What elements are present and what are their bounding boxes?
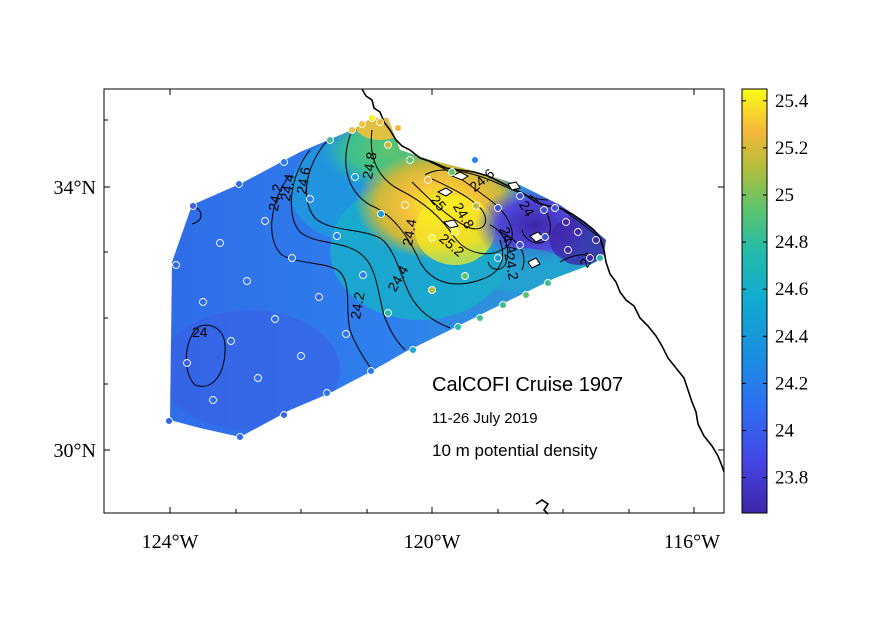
contour-label: 24.6 (293, 165, 314, 195)
station-marker (461, 272, 469, 280)
station-marker (544, 279, 552, 287)
coastline (361, 88, 725, 515)
station-marker (428, 234, 436, 242)
station-marker (551, 204, 559, 212)
station-marker (522, 291, 530, 299)
contour-label: 24.2 (265, 182, 286, 212)
lon-tick-label: 120°W (404, 531, 461, 553)
station-marker (494, 204, 502, 212)
station-marker (280, 158, 288, 166)
station-marker (326, 136, 334, 144)
station-marker (261, 217, 269, 225)
station-marker (596, 254, 604, 262)
station-marker (209, 396, 217, 404)
lat-tick-label: 34°N (54, 177, 96, 199)
station-marker (358, 120, 366, 128)
station-marker (516, 241, 524, 249)
station-marker (183, 359, 191, 367)
colorbar-tick-label: 25 (775, 185, 794, 206)
station-marker (172, 261, 180, 269)
station-marker (541, 233, 549, 241)
date-range: 11-26 July 2019 (432, 410, 538, 427)
station-marker (574, 228, 582, 236)
station-marker (586, 254, 594, 262)
station-marker (428, 286, 436, 294)
station-marker (454, 323, 462, 331)
station-marker (384, 309, 392, 317)
station-marker (406, 156, 414, 164)
station-marker (348, 126, 356, 134)
station-marker (323, 389, 331, 397)
station-marker (499, 301, 507, 309)
station-marker (351, 173, 359, 181)
station-marker (540, 206, 548, 214)
station-marker (516, 192, 524, 200)
colorbar-tick-label: 24.2 (775, 373, 808, 394)
colorbar-tick-label: 25.4 (775, 91, 809, 112)
map-title: CalCOFI Cruise 1907 (432, 374, 623, 396)
contour-label: 24 (516, 198, 538, 220)
contour-label: 24 (192, 324, 208, 340)
colorbar-tick-label: 24.6 (775, 279, 808, 300)
station-marker (409, 346, 417, 354)
contour-labels: 24 24.2 24.4 24.6 24.8 25 25.2 24.2 24.4… (192, 150, 598, 340)
station-marker (476, 314, 484, 322)
station-marker (333, 232, 341, 240)
station-marker (315, 293, 323, 301)
station-marker (384, 141, 392, 149)
colorbar-tick-label: 24 (775, 421, 795, 442)
station-marker (235, 180, 243, 188)
station-marker (280, 411, 288, 419)
station-marker (376, 118, 384, 126)
colorbar (741, 88, 768, 514)
station-marker (254, 374, 262, 382)
station-marker (564, 246, 572, 254)
lon-tick-label: 124°W (142, 531, 199, 553)
station-marker (562, 218, 570, 226)
station-marker (401, 201, 409, 209)
colorbar-tick-label: 24.4 (775, 326, 809, 347)
station-marker (367, 367, 375, 375)
station-marker (472, 202, 480, 210)
station-marker (236, 433, 244, 441)
station-marker (271, 315, 279, 323)
contour-label: 24.2 (347, 290, 368, 320)
colorbar-ticks: 25.4 25.2 25 24.8 24.6 24.4 24.2 24 23.8 (742, 91, 809, 489)
station-marker (471, 156, 479, 164)
station-marker (297, 352, 305, 360)
colorbar-tick-label: 25.2 (775, 138, 808, 159)
station-marker (306, 195, 314, 203)
station-markers (165, 114, 604, 441)
contour-label: 24.8 (359, 150, 380, 180)
station-marker (189, 202, 197, 210)
station-marker (288, 254, 296, 262)
station-marker (394, 124, 402, 132)
station-marker (359, 271, 367, 279)
lat-tick-label: 30°N (54, 440, 96, 462)
station-marker (451, 228, 459, 236)
station-marker (424, 176, 432, 184)
axis-ticks (104, 89, 724, 513)
lon-tick-label: 116°W (664, 531, 720, 553)
contour-label: 24.4 (277, 172, 298, 202)
contour-label: 24.4 (399, 217, 420, 247)
station-marker (368, 114, 376, 122)
station-marker (592, 236, 600, 244)
colorbar-tick-label: 23.8 (775, 468, 808, 489)
station-marker (377, 210, 385, 218)
colorbar-tick-label: 24.8 (775, 232, 808, 253)
station-marker (342, 330, 350, 338)
station-marker (216, 239, 224, 247)
station-marker (165, 417, 173, 425)
station-marker (448, 168, 456, 176)
station-marker (227, 337, 235, 345)
station-marker (243, 277, 251, 285)
station-marker (199, 298, 207, 306)
channel-islands (436, 171, 545, 269)
variable-label: 10 m potential density (432, 441, 598, 460)
station-marker (494, 254, 502, 262)
contour-label: 24.2 (501, 252, 522, 282)
